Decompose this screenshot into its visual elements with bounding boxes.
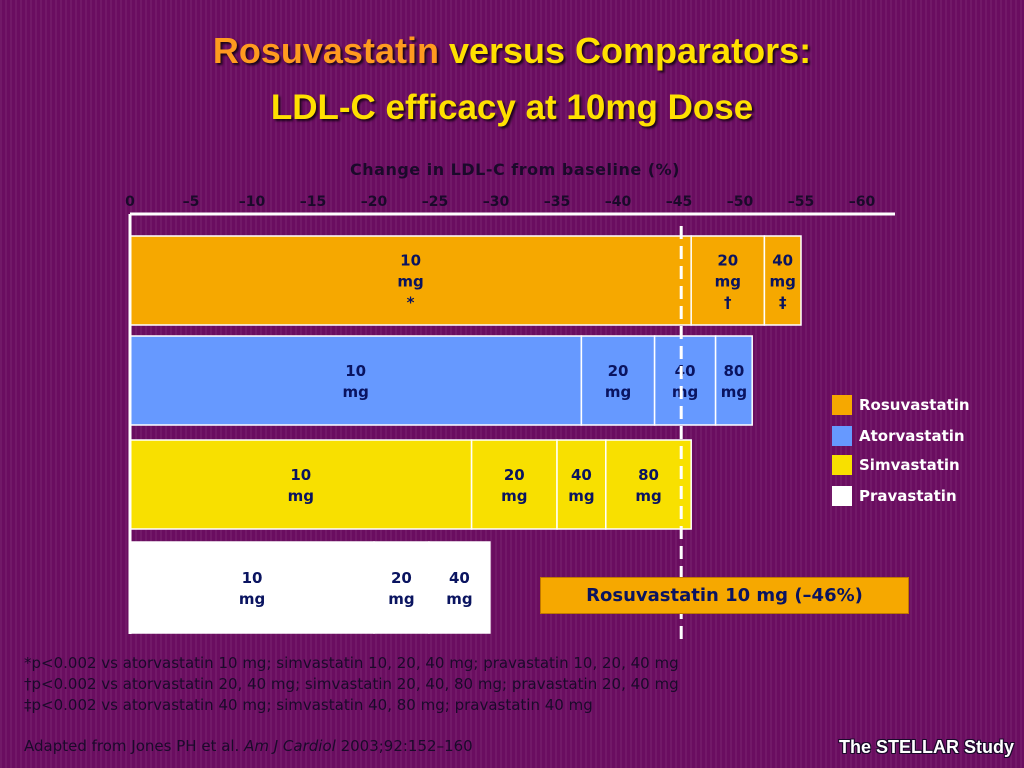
x-tick-label: –10 — [239, 194, 266, 210]
x-tick-label: –55 — [788, 194, 814, 210]
source-citation: Adapted from Jones PH et al. Am J Cardio… — [24, 737, 473, 755]
bar-segment-label: mg — [635, 487, 661, 505]
bar-segment-label: mg — [288, 487, 314, 505]
bar-segment-label: 40 — [571, 466, 592, 484]
bar-segment-label: ‡ — [779, 294, 787, 312]
legend-swatch — [832, 455, 852, 475]
source-journal: Am J Cardiol — [244, 737, 336, 755]
bar-segment — [653, 335, 717, 426]
bar-segment-label: 20 — [717, 252, 738, 270]
x-tick-label: –5 — [183, 194, 200, 210]
x-axis-ticks: 0 –5 –10 –15 –20 –25 –30 –35 –40 –45 –50 –55 –60 — [125, 194, 875, 210]
bar-segment-label: 80 — [638, 466, 659, 484]
bar-segment-label: mg — [343, 383, 369, 401]
chart-title: Change in LDL-C from baseline (%) — [350, 160, 680, 179]
bar-segment-label: mg — [388, 590, 414, 608]
slide-title-line2: LDL-C efficacy at 10mg Dose — [270, 88, 754, 127]
footnote-1: *p<0.002 vs atorvastatin 10 mg; simvasta… — [24, 654, 679, 672]
slide-title-line1: Rosuvastatin versus Comparators: — [0, 30, 1024, 72]
x-tick-label: 0 — [125, 194, 135, 210]
bar-segment-label: 10 — [242, 569, 263, 587]
bar-segment-label: 20 — [504, 466, 525, 484]
bar-segment-label: mg — [568, 487, 594, 505]
bar-segment — [763, 235, 802, 326]
legend-label: Atorvastatin — [859, 427, 965, 445]
bar-segment-label: 40 — [449, 569, 470, 587]
source-suffix: 2003;92:152–160 — [335, 737, 473, 755]
bar-segment-label: mg — [501, 487, 527, 505]
bar-segment — [129, 439, 473, 530]
x-tick-label: –30 — [483, 194, 510, 210]
bar-segment — [580, 335, 656, 426]
legend-swatch — [832, 395, 852, 415]
bar-segment — [428, 541, 491, 634]
bar-segment-label: mg — [397, 273, 423, 291]
bar-segment-label: mg — [770, 273, 796, 291]
bar-segment — [129, 541, 375, 634]
bar-segment-label: 20 — [391, 569, 412, 587]
bar-segment-label: 40 — [772, 252, 793, 270]
bar-segment — [690, 235, 766, 326]
bar-segment — [714, 335, 753, 426]
bar-segment-label: mg — [605, 383, 631, 401]
bar-segment-label: 20 — [608, 362, 629, 380]
footnote-2: †p<0.002 vs atorvastatin 20, 40 mg; simv… — [24, 675, 679, 693]
x-tick-label: –25 — [422, 194, 448, 210]
x-tick-label: –40 — [605, 194, 632, 210]
bar-groups: 10 mg * 20 mg † 40 mg ‡ 10 mg 20 mg 40 mg 80 mg 10 mg 20 mg 4… — [129, 235, 802, 634]
source-prefix: Adapted from Jones PH et al. — [24, 737, 245, 755]
bar-segment-label: 10 — [400, 252, 421, 270]
x-tick-label: –45 — [666, 194, 692, 210]
bar-segment-label: mg — [446, 590, 472, 608]
bar-segment-label: mg — [672, 383, 698, 401]
x-tick-label: –15 — [300, 194, 326, 210]
x-tick-label: –35 — [544, 194, 570, 210]
bar-segment-label: mg — [239, 590, 265, 608]
bar-segment — [129, 335, 583, 426]
legend-label: Rosuvastatin — [859, 396, 970, 414]
bar-segment-label: 40 — [675, 362, 696, 380]
bar-segment-label: mg — [721, 383, 747, 401]
legend-label: Pravastatin — [859, 487, 957, 505]
bar-segment-label: * — [407, 294, 415, 312]
bar-segment — [556, 439, 607, 530]
bar-segment-label: 10 — [345, 362, 366, 380]
slide-title-highlight: Rosuvastatin — [212, 30, 439, 71]
bar-segment-label: mg — [715, 273, 741, 291]
bar-segment — [470, 439, 558, 530]
study-label: The STELLAR Study — [839, 737, 1014, 757]
legend-swatch — [832, 426, 852, 446]
bar-segment — [373, 541, 430, 634]
bar-segment-label: † — [724, 294, 732, 312]
slide-title-rest: versus Comparators: — [438, 30, 812, 71]
legend-swatch — [832, 486, 852, 506]
x-tick-label: –60 — [849, 194, 876, 210]
bar-segment-label: 80 — [723, 362, 744, 380]
x-tick-label: –50 — [727, 194, 754, 210]
x-tick-label: –20 — [361, 194, 388, 210]
bar-segment — [605, 439, 692, 530]
rosuvastatin-callout-box: Rosuvastatin 10 mg (–46%) — [540, 577, 909, 614]
legend-label: Simvastatin — [859, 456, 960, 474]
footnote-3: ‡p<0.002 vs atorvastatin 40 mg; simvasta… — [24, 696, 593, 714]
bar-segment-label: 10 — [290, 466, 311, 484]
